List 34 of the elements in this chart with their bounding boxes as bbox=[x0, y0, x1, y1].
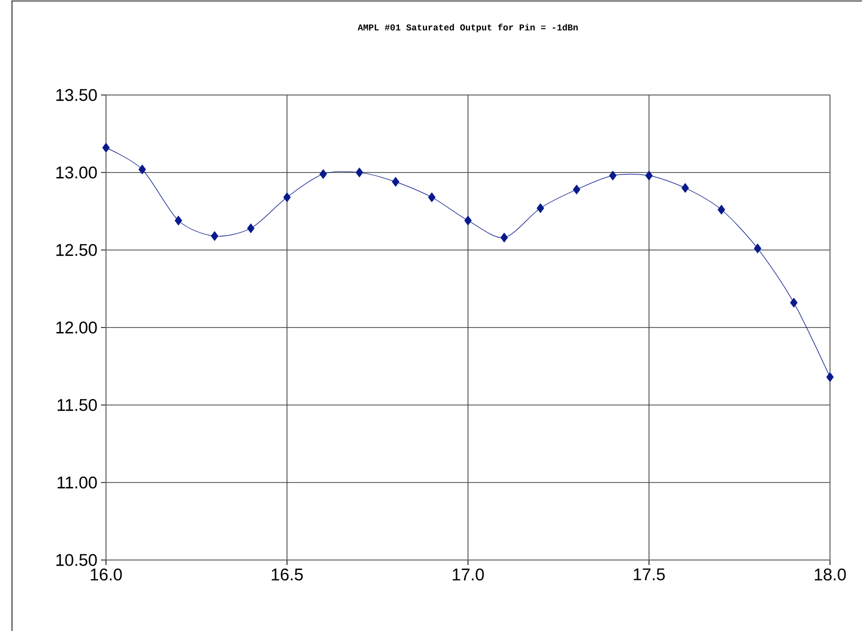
point bbox=[500, 232, 508, 242]
point bbox=[392, 176, 400, 187]
point bbox=[283, 192, 291, 202]
point bbox=[210, 231, 218, 241]
point bbox=[645, 170, 653, 180]
point bbox=[102, 142, 110, 152]
y-tick-label: 10.50 bbox=[56, 554, 97, 566]
chart-title: AMPL #01 Saturated Output for Pin = -1dBn bbox=[358, 24, 578, 32]
point bbox=[609, 170, 616, 180]
point bbox=[754, 244, 762, 254]
x-tick-label: 16.5 bbox=[272, 568, 303, 581]
point bbox=[174, 216, 182, 226]
point bbox=[464, 216, 472, 226]
point bbox=[790, 298, 798, 308]
point bbox=[536, 203, 544, 213]
x-tick-label: 17.0 bbox=[452, 568, 484, 581]
point bbox=[247, 223, 254, 234]
x-tick-label: 18.0 bbox=[814, 568, 846, 581]
point bbox=[718, 204, 726, 214]
y-tick-label: 11.00 bbox=[58, 476, 97, 488]
point bbox=[356, 168, 364, 178]
y-tick-label: 11.50 bbox=[58, 398, 97, 411]
y-tick-label: 13.50 bbox=[56, 88, 97, 101]
x-tick-label: 17.5 bbox=[634, 568, 665, 580]
y-tick-label: 12.00 bbox=[56, 321, 97, 334]
y-tick-label: 13.00 bbox=[56, 166, 97, 178]
y-tick-label: 12.50 bbox=[56, 244, 97, 256]
point bbox=[572, 184, 580, 194]
point bbox=[428, 192, 436, 202]
point bbox=[826, 372, 834, 382]
x-tick-label: 16.0 bbox=[90, 568, 122, 581]
point bbox=[682, 183, 689, 193]
point bbox=[138, 164, 146, 174]
point bbox=[320, 169, 327, 179]
